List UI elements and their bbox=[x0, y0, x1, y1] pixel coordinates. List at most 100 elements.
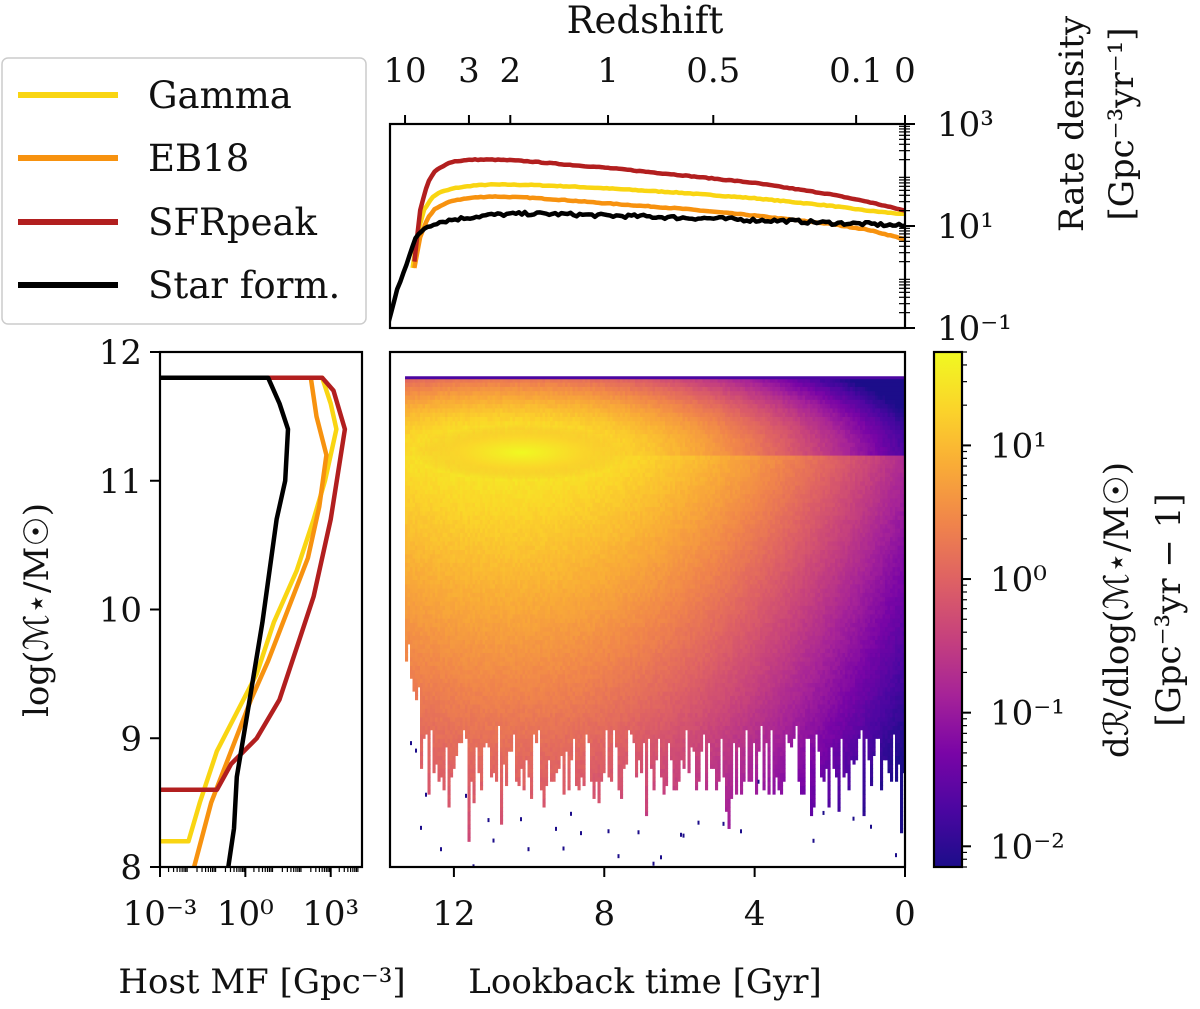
heatmap-cell bbox=[532, 536, 536, 542]
heatmap-cell bbox=[485, 609, 489, 615]
heatmap-cell bbox=[512, 515, 516, 520]
heatmap-cell bbox=[475, 545, 479, 551]
heatmap-cell bbox=[455, 566, 459, 572]
heatmap-cell bbox=[467, 523, 471, 529]
heatmap-cell bbox=[452, 476, 456, 482]
heatmap-cell bbox=[472, 626, 476, 632]
heatmap-cell bbox=[515, 403, 519, 409]
heatmap-cell bbox=[440, 502, 444, 508]
heatmap-cell bbox=[520, 656, 524, 662]
heatmap-cell bbox=[517, 678, 521, 684]
heatmap-cell bbox=[522, 403, 526, 409]
heatmap-cell bbox=[412, 412, 416, 417]
heatmap-cell bbox=[415, 583, 419, 589]
heatmap-cell bbox=[445, 729, 449, 735]
heatmap-cell bbox=[532, 682, 536, 688]
heatmap-cell bbox=[417, 407, 421, 413]
heatmap-cell bbox=[512, 377, 516, 383]
heatmap-cell bbox=[497, 695, 501, 701]
heatmap-cell bbox=[525, 394, 529, 400]
heatmap-cell bbox=[532, 489, 536, 495]
heatmap-cell bbox=[527, 665, 531, 671]
heatmap-cell bbox=[495, 605, 499, 611]
heatmap-cell bbox=[522, 661, 526, 666]
heatmap-cell bbox=[455, 729, 459, 735]
heatmap-cell bbox=[437, 729, 441, 735]
heatmap-cell bbox=[460, 661, 464, 666]
heatmap-cell bbox=[452, 682, 456, 688]
heatmap-cell bbox=[485, 553, 489, 559]
heatmap-cell bbox=[452, 412, 456, 417]
heatmap-cell bbox=[450, 691, 454, 696]
heatmap-cell bbox=[447, 639, 451, 645]
heatmap-cell bbox=[432, 686, 436, 692]
heatmap-cell bbox=[405, 412, 409, 417]
heatmap-cell bbox=[470, 733, 474, 739]
heatmap-cell bbox=[510, 656, 514, 662]
heatmap-cell bbox=[455, 738, 459, 744]
heatmap-cell bbox=[517, 553, 521, 559]
heatmap-cell bbox=[412, 682, 416, 688]
heatmap-cell bbox=[450, 588, 454, 593]
heatmap-cell bbox=[420, 377, 424, 383]
heatmap-cell bbox=[405, 390, 409, 396]
heatmap-cell bbox=[435, 626, 439, 632]
heatmap-cell bbox=[522, 412, 526, 417]
heatmap-cell bbox=[447, 759, 451, 765]
heatmap-cell bbox=[515, 420, 519, 426]
heatmap-cell bbox=[475, 643, 479, 649]
heatmap-cell bbox=[407, 613, 411, 619]
heatmap-cell bbox=[452, 553, 456, 559]
heatmap-cell bbox=[507, 527, 511, 533]
heatmap-cell bbox=[530, 622, 534, 628]
heatmap-cell bbox=[530, 618, 534, 623]
heatmap-cell bbox=[497, 721, 501, 726]
heatmap-cell bbox=[447, 510, 451, 516]
heatmap-cell bbox=[505, 493, 509, 499]
heatmap-cell bbox=[415, 394, 419, 400]
heatmap-cell bbox=[475, 669, 479, 675]
heatmap-cell bbox=[502, 386, 506, 392]
heatmap-cell bbox=[450, 609, 454, 615]
heatmap-cell bbox=[490, 751, 494, 757]
heatmap-cell bbox=[435, 523, 439, 529]
heatmap-cell bbox=[515, 562, 519, 568]
heatmap-cell bbox=[405, 527, 409, 533]
heatmap-cell bbox=[412, 515, 416, 520]
heatmap-cell bbox=[510, 669, 514, 675]
heatmap-cell bbox=[452, 703, 456, 709]
heatmap-cell bbox=[435, 665, 439, 671]
heatmap-cell bbox=[437, 540, 441, 546]
heatmap-cell bbox=[480, 648, 484, 654]
heatmap-cell bbox=[475, 502, 479, 508]
heatmap-cell bbox=[502, 558, 506, 563]
heatmap-cell bbox=[437, 562, 441, 568]
heatmap-cell bbox=[480, 686, 484, 692]
heatmap-cell bbox=[410, 433, 414, 439]
heatmap-cell bbox=[495, 570, 499, 576]
heatmap-cell bbox=[437, 639, 441, 645]
heatmap-cell bbox=[472, 622, 476, 628]
heatmap-cell bbox=[407, 592, 411, 598]
heatmap-cell bbox=[477, 502, 481, 508]
heatmap-cell bbox=[440, 708, 444, 714]
heatmap-cell bbox=[535, 721, 539, 726]
heatmap-cell bbox=[510, 738, 514, 744]
heatmap-cell bbox=[457, 420, 461, 426]
heatmap-cell bbox=[477, 656, 481, 662]
heatmap-cell bbox=[522, 746, 526, 752]
heatmap-cell bbox=[490, 695, 494, 701]
heatmap-cell bbox=[425, 618, 429, 623]
heatmap-cell bbox=[480, 545, 484, 551]
heatmap-cell bbox=[512, 635, 516, 641]
heatmap-cell bbox=[462, 407, 466, 413]
heatmap-cell bbox=[490, 738, 494, 744]
heatmap-cell bbox=[405, 553, 409, 559]
heatmap-cell bbox=[482, 661, 486, 666]
heatmap-cell bbox=[505, 776, 509, 782]
heatmap-cell bbox=[507, 682, 511, 688]
heatmap-cell bbox=[502, 485, 506, 490]
heatmap-cell bbox=[532, 596, 536, 602]
heatmap-cell bbox=[422, 480, 426, 486]
